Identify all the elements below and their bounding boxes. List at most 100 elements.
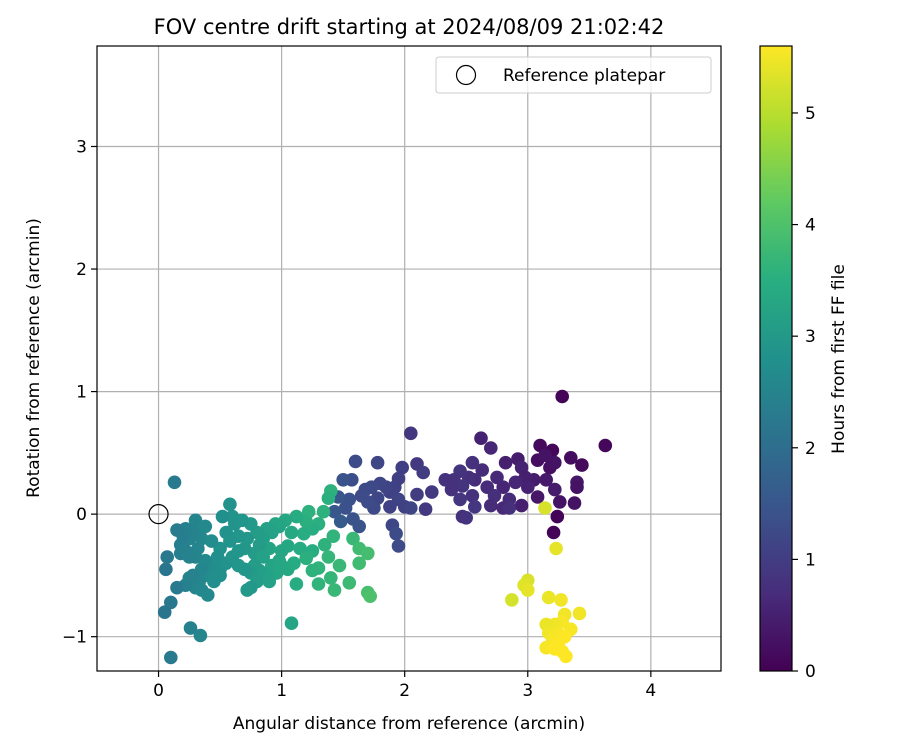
scatter-point [160,550,174,564]
scatter-point [404,501,418,515]
data-points [157,389,613,665]
scatter-point [352,556,367,570]
x-tick-label: 4 [645,681,656,701]
scatter-point [459,511,474,525]
colorbar-gradient [759,45,793,672]
y-tick-label: 3 [76,137,87,157]
scatter-point [311,577,326,591]
scatter-point [598,438,613,453]
scatter-point [183,621,198,635]
scatter-point [297,526,311,541]
scatter-point [223,534,237,548]
scatter-point [164,595,178,610]
scatter-point [551,636,566,650]
scatter-point [293,541,307,556]
colorbar-ticks: 0 1 2 3 4 5 [792,104,816,682]
legend: Reference platepar [435,56,712,94]
y-tick-label: 1 [76,383,87,403]
colorbar-tick-label: 4 [805,216,816,236]
x-axis-ticks: 0 1 2 3 4 [153,671,656,701]
scatter-point [167,475,182,490]
y-tick-label: 0 [76,505,87,525]
scatter-point [274,558,289,573]
scatter-point [170,580,184,595]
scatter-point [346,531,360,546]
scatter-point [198,519,213,534]
scatter-point [395,460,410,475]
colorbar-tick-label: 1 [805,550,816,570]
scatter-point [201,588,215,602]
scatter-point [550,509,565,524]
scatter-point [490,470,504,485]
scatter-point [326,529,341,543]
scatter-point [404,426,418,441]
x-tick-label: 1 [276,681,287,701]
scatter-point [361,546,375,561]
scatter-point [530,490,545,504]
scatter-point [549,541,563,556]
scatter-point [453,492,467,507]
scatter-point [438,473,453,487]
scatter-point [237,562,252,577]
scatter-point [316,504,331,519]
scatter-point [468,500,482,514]
scatter-point [324,571,338,585]
scatter-point [164,650,178,665]
scatter-point [348,454,363,469]
scatter-point [567,496,582,510]
scatter-point [416,465,431,480]
plot-frame [96,45,722,672]
scatter-point [418,502,433,516]
scatter-point [204,534,219,548]
colorbar: 0 1 2 3 4 5 Hours from first FF file [759,45,849,682]
scatter-point [262,574,277,589]
scatter-point [475,463,490,477]
scatter-point [521,480,535,495]
scatter-point [240,583,254,597]
scatter-point [389,526,403,541]
scatter-point [455,479,470,493]
scatter-point [521,583,535,597]
scatter-point [383,500,397,514]
scatter-point [508,475,523,490]
scatter-point [336,473,351,487]
scatter-point [299,551,314,566]
scatter-point [321,491,336,506]
scatter-point [193,628,208,643]
scatter-point [496,480,511,495]
scatter-point [213,568,227,583]
scatter-point [425,485,439,499]
scatter-point [363,589,378,603]
scatter-point [546,525,561,540]
scatter-point [338,501,353,515]
scatter-point [182,550,197,564]
scatter-point [188,513,203,528]
scatter-point [465,489,480,503]
scatter-point [305,563,320,578]
scatter-point [474,431,488,446]
y-axis-label: Rotation from reference (arcmin) [24,218,44,498]
y-axis-ticks: −1 0 1 2 3 [62,137,97,648]
scatter-point [289,509,304,524]
scatter-point [317,538,332,552]
colorbar-tick-label: 5 [805,104,816,124]
chart-title: FOV centre drift starting at 2024/08/09 … [154,15,665,39]
scatter-point [538,501,552,515]
scatter-point [548,455,562,470]
scatter-point [157,605,172,619]
scatter-point [505,593,519,607]
scatter-point [333,514,348,529]
scatter-point [465,455,480,470]
scatter-point [572,606,587,621]
reference-platepar-marker [148,504,169,525]
scatter-point [514,498,529,513]
x-tick-label: 0 [153,681,164,701]
scatter-point [284,616,299,630]
scatter-point [361,495,375,509]
y-tick-label: −1 [62,628,87,648]
colorbar-tick-label: 0 [805,662,816,682]
scatter-point [554,593,568,607]
scatter-point [444,482,459,497]
y-tick-label: 2 [76,260,87,280]
